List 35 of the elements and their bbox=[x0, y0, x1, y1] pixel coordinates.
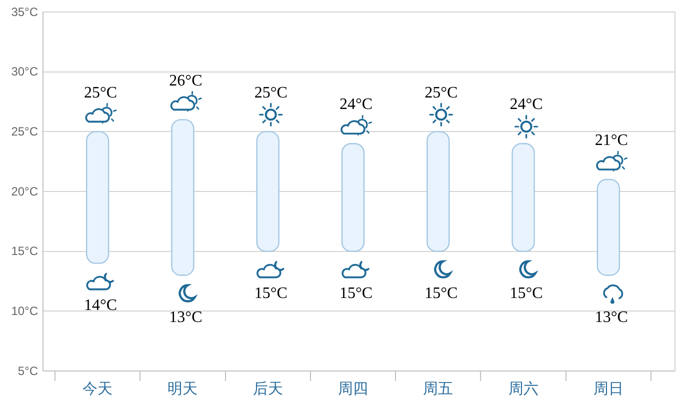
y-tick-label: 20°C bbox=[11, 184, 38, 198]
y-tick-label: 30°C bbox=[11, 64, 38, 79]
bar bbox=[512, 143, 535, 252]
annotation: 26°C bbox=[169, 72, 202, 90]
y-tick-label: 35°C bbox=[11, 4, 38, 19]
bar bbox=[596, 178, 620, 276]
y-tick-label: 10°C bbox=[11, 304, 38, 318]
annotation: 13°C bbox=[594, 308, 628, 326]
y-tick-label: 5°C bbox=[18, 364, 38, 378]
annotation: 25°C bbox=[254, 84, 288, 102]
annotation: 24°C bbox=[339, 96, 373, 114]
x-tick-label: 周四 bbox=[338, 380, 368, 398]
annotation: 14°C bbox=[84, 296, 118, 314]
x-tick-label: 周五 bbox=[423, 380, 454, 398]
annotation: 25°C bbox=[84, 84, 118, 102]
x-tick-label: 明天 bbox=[168, 380, 198, 398]
bar bbox=[256, 131, 280, 252]
x-tick-label: 后天 bbox=[252, 380, 283, 398]
annotation: 25°C bbox=[424, 84, 458, 102]
bar bbox=[341, 143, 365, 252]
x-tick-label: 今天 bbox=[82, 380, 113, 398]
annotation: 15°C bbox=[254, 284, 288, 302]
annotation: 15°C bbox=[424, 284, 458, 302]
annotation: 13°C bbox=[169, 308, 202, 326]
annotation: 15°C bbox=[339, 284, 373, 302]
y-tick-label: 15°C bbox=[11, 244, 38, 258]
y-tick-label: 25°C bbox=[11, 124, 38, 139]
x-tick-label: 周六 bbox=[508, 380, 538, 398]
bar bbox=[426, 131, 450, 252]
annotation: 24°C bbox=[510, 96, 543, 114]
annotation: 15°C bbox=[510, 284, 543, 302]
annotation: 21°C bbox=[594, 132, 628, 150]
bar bbox=[86, 131, 110, 264]
bar bbox=[171, 119, 194, 276]
x-tick-label: 周日 bbox=[593, 380, 624, 398]
